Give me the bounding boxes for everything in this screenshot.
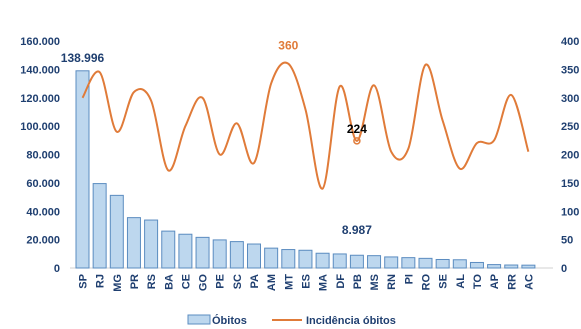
x-tick-label-al: AL xyxy=(455,274,467,289)
annotations: 138.996 360 224 8.987 xyxy=(61,39,372,238)
bar-pi xyxy=(401,257,416,269)
y-left-tick-label: 20.000 xyxy=(26,235,60,247)
x-tick-label-ba: BA xyxy=(163,274,175,290)
x-tick-label-pb: PB xyxy=(352,274,364,289)
legend-label-incidencia: Incidência óbitos xyxy=(306,315,396,327)
x-tick-label-se: SE xyxy=(438,274,450,289)
bar-pe xyxy=(212,239,227,269)
x-tick-label-pe: PE xyxy=(215,274,227,289)
bar-ro xyxy=(418,257,433,269)
y-left-tick-label: 100.000 xyxy=(20,121,60,133)
y-left-tick-label: 40.000 xyxy=(26,206,60,218)
y-right-tick-label: 0 xyxy=(561,263,567,275)
x-axis-categories: SP RJ MG PR RS BA CE GO PE SC PA AM MT ES MA DF PB MS RN PI… xyxy=(78,274,536,292)
x-tick-label-ro: RO xyxy=(421,274,433,291)
bar-ms xyxy=(367,255,382,269)
x-tick-label-go: GO xyxy=(198,274,210,292)
bar-ba xyxy=(161,230,176,269)
annotation-3: 8.987 xyxy=(342,223,372,237)
bar-go xyxy=(195,236,210,269)
x-tick-label-to: TO xyxy=(472,274,484,290)
legend: Óbitos Incidência óbitos xyxy=(187,314,396,327)
x-tick-label-pa: PA xyxy=(249,274,261,289)
annotation-1: 360 xyxy=(278,39,298,53)
y-left-tick-label: 160.000 xyxy=(20,36,60,48)
x-tick-label-ce: CE xyxy=(180,274,192,289)
bar-to xyxy=(469,261,484,269)
bar-rj xyxy=(92,183,107,269)
x-tick-label-am: AM xyxy=(266,274,278,291)
x-tick-label-rn: RN xyxy=(386,274,398,290)
y-right-tick-label: 300 xyxy=(561,93,579,105)
x-tick-label-ma: MA xyxy=(318,274,330,291)
annotation-0: 138.996 xyxy=(61,51,105,65)
bar-se xyxy=(435,258,450,269)
bar-am xyxy=(264,247,279,269)
y-right-tick-label: 150 xyxy=(561,178,579,190)
bar-ac xyxy=(521,264,536,269)
bar-mt xyxy=(281,249,296,269)
x-tick-label-rj: RJ xyxy=(95,274,107,288)
x-tick-label-rr: RR xyxy=(506,274,518,290)
y-right-tick-label: 100 xyxy=(561,206,579,218)
y-right-tick-label: 50 xyxy=(561,235,573,247)
y-left-tick-label: 140.000 xyxy=(20,64,60,76)
x-tick-label-mg: MG xyxy=(112,274,124,292)
bar-ma xyxy=(315,252,330,269)
x-tick-label-pi: PI xyxy=(403,274,415,284)
bar-ap xyxy=(487,264,502,269)
y-axis-left: 0 20.000 40.000 60.000 80.000 100.000 120.000 1… xyxy=(20,36,60,275)
x-tick-label-ac: AC xyxy=(523,274,535,290)
line-series-incidencia xyxy=(81,61,530,190)
y-left-tick-label: 80.000 xyxy=(26,150,60,162)
y-left-tick-label: 120.000 xyxy=(20,93,60,105)
x-tick-label-df: DF xyxy=(335,274,347,289)
legend-swatch-obitos xyxy=(187,314,211,325)
highlight-marker-pb xyxy=(353,137,361,145)
bar-al xyxy=(452,259,467,269)
y-right-tick-label: 250 xyxy=(561,121,579,133)
x-tick-label-ms: MS xyxy=(369,274,381,291)
x-tick-label-rs: RS xyxy=(146,274,158,289)
bar-rn xyxy=(384,256,399,269)
y-axis-right: 0 50 100 150 200 250 300 350 400 xyxy=(561,36,579,275)
y-right-tick-label: 400 xyxy=(561,36,579,48)
legend-label-obitos: Óbitos xyxy=(212,314,247,327)
bar-df xyxy=(332,253,347,269)
bar-pb xyxy=(349,254,364,269)
x-tick-label-sp: SP xyxy=(78,274,90,289)
bar-sp xyxy=(75,70,90,269)
bar-ce xyxy=(178,233,193,269)
y-left-tick-label: 60.000 xyxy=(26,178,60,190)
x-tick-label-pr: PR xyxy=(129,274,141,289)
bar-mg xyxy=(109,194,124,269)
y-right-tick-label: 350 xyxy=(561,64,579,76)
x-tick-label-mt: MT xyxy=(283,274,295,290)
y-left-tick-label: 0 xyxy=(54,263,60,275)
bar-series-obitos xyxy=(75,70,536,269)
x-tick-label-sc: SC xyxy=(232,274,244,289)
y-right-tick-label: 200 xyxy=(561,150,579,162)
bar-rr xyxy=(504,264,519,269)
bar-rs xyxy=(144,219,159,269)
bar-sc xyxy=(229,241,244,269)
bar-pa xyxy=(247,243,261,269)
annotation-2: 224 xyxy=(347,122,367,136)
bar-es xyxy=(298,249,313,269)
x-tick-label-ap: AP xyxy=(489,274,501,289)
bar-pr xyxy=(126,217,141,269)
x-tick-label-es: ES xyxy=(300,274,312,289)
